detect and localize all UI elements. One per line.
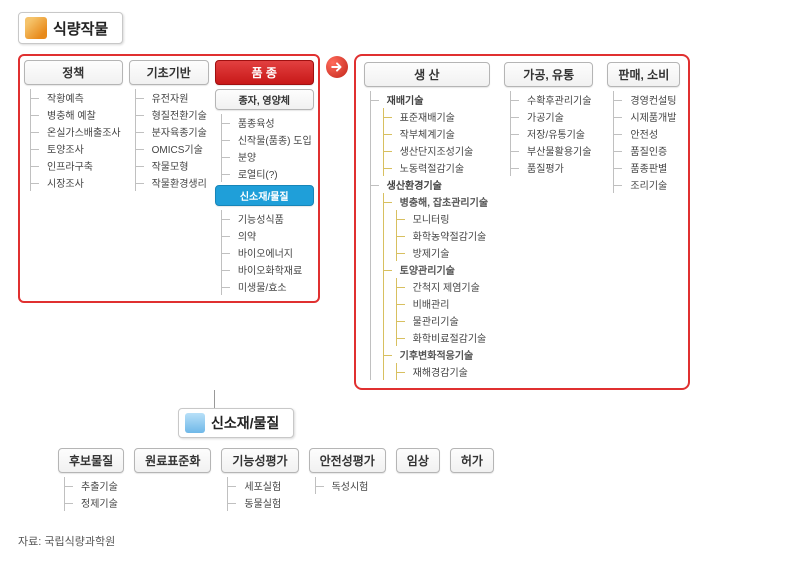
section-materials: 신소재/물질 후보물질 추출기술 정제기술 원료표준화 기능성평가 세포실험 동…	[18, 408, 768, 511]
subhdr: 재배기술	[379, 91, 490, 108]
subhdr: 토양관리기술	[392, 261, 490, 278]
list-item: 독성시험	[324, 477, 386, 494]
s2-col-3: 안전성평가 독성시험	[309, 448, 386, 511]
s2-hdr: 원료표준화	[134, 448, 211, 473]
subhdr-material: 신소재/물질	[215, 185, 314, 206]
s2-col-4: 임상	[396, 448, 440, 511]
list-item: 분양	[230, 148, 314, 165]
list-item: 품종육성	[230, 114, 314, 131]
list-item: 재해경감기술	[405, 363, 490, 380]
list-item: 바이오에너지	[230, 244, 314, 261]
list-policy: 작황예측 병충해 예찰 온실가스배출조사 토양조사 인프라구축 시장조사	[30, 89, 123, 191]
list-item: 부산물활용기술	[519, 142, 593, 159]
list-item: 비배관리	[405, 295, 490, 312]
source-line: 자료: 국립식량과학원	[18, 533, 768, 549]
subhdr: 기후변화적응기술	[392, 346, 490, 363]
list-item: 작황예측	[39, 89, 123, 106]
list-item: 표준재배기술	[392, 108, 490, 125]
list-item: 세포실험	[236, 477, 298, 494]
main-title: 식량작물	[53, 18, 108, 39]
flask-icon	[185, 413, 205, 433]
subhdr: 생산환경기술	[379, 176, 490, 193]
list-item: 미생물/효소	[230, 278, 314, 295]
list-item: 화학농약절감기술	[405, 227, 490, 244]
list-item: 동물실험	[236, 494, 298, 511]
s2-col-2: 기능성평가 세포실험 동물실험	[221, 448, 298, 511]
subhdr: 병충해, 잡초관리기술	[392, 193, 490, 210]
list-item: 화학비료절감기술	[405, 329, 490, 346]
list-item: OMICS기술	[144, 140, 209, 157]
top-row: 정책 작황예측 병충해 예찰 온실가스배출조사 토양조사 인프라구축 시장조사 …	[18, 54, 768, 390]
list-item: 품질평가	[519, 159, 593, 176]
list-item: 저장/유통기술	[519, 125, 593, 142]
list-item: 작부체계기술	[392, 125, 490, 142]
list-item: 의약	[230, 227, 314, 244]
list-item: 품종판별	[622, 159, 680, 176]
col-foundation: 기초기반 유전자원 형질전환기술 분자육종기술 OMICS기술 작물모형 작물환…	[129, 60, 209, 295]
list-item: 경영컨설팅	[622, 91, 680, 108]
col-variety: 품 종 종자, 영양체 품종육성 신작물(품종) 도입 분양 로열티(?) 신소…	[215, 60, 314, 295]
s2-hdr: 기능성평가	[221, 448, 298, 473]
list-item: 추출기술	[73, 477, 124, 494]
list-item: 생산단지조성기술	[392, 142, 490, 159]
list-item: 로열티(?)	[230, 165, 314, 182]
list-item: 인프라구축	[39, 157, 123, 174]
s2-hdr: 허가	[450, 448, 494, 473]
arrow-right-icon	[326, 56, 348, 78]
list-item: 온실가스배출조사	[39, 123, 123, 140]
list-item: 시제품개발	[622, 108, 680, 125]
list-item: 형질전환기술	[144, 106, 209, 123]
s2-hdr: 안전성평가	[309, 448, 386, 473]
list-item: 작물모형	[144, 157, 209, 174]
s2-col-0: 후보물질 추출기술 정제기술	[58, 448, 124, 511]
list-item: 병충해 예찰	[39, 106, 123, 123]
section2-title-block: 신소재/물질	[178, 408, 294, 438]
list-item: 조리기술	[622, 176, 680, 193]
list-item: 수확후관리기술	[519, 91, 593, 108]
list-item: 기능성식품	[230, 210, 314, 227]
hdr-foundation: 기초기반	[129, 60, 209, 85]
list-item: 간척지 제염기술	[405, 278, 490, 295]
hdr-sales: 판매, 소비	[607, 62, 680, 87]
list-item: 안전성	[622, 125, 680, 142]
list-item: 신작물(품종) 도입	[230, 131, 314, 148]
list-item: 작물환경생리	[144, 174, 209, 191]
section2-title: 신소재/물질	[211, 413, 279, 433]
col-policy: 정책 작황예측 병충해 예찰 온실가스배출조사 토양조사 인프라구축 시장조사	[24, 60, 123, 295]
list-item: 물관리기술	[405, 312, 490, 329]
s2-col-5: 허가	[450, 448, 494, 511]
s2-col-1: 원료표준화	[134, 448, 211, 511]
hdr-policy: 정책	[24, 60, 123, 85]
source-label: 자료:	[18, 536, 41, 548]
source-value: 국립식량과학원	[44, 536, 115, 548]
connector-line	[214, 390, 215, 408]
list-item: 노동력절감기술	[392, 159, 490, 176]
list-item: 가공기술	[519, 108, 593, 125]
hdr-processing: 가공, 유통	[504, 62, 593, 87]
list-item: 정제기술	[73, 494, 124, 511]
list-item: 방제기술	[405, 244, 490, 261]
list-item: 시장조사	[39, 174, 123, 191]
list-item: 분자육종기술	[144, 123, 209, 140]
col-processing: 가공, 유통 수확후관리기술 가공기술 저장/유통기술 부산물활용기술 품질평가	[504, 62, 593, 176]
subhdr-seed: 종자, 영양체	[215, 89, 314, 110]
list-item: 바이오화학재료	[230, 261, 314, 278]
s2-hdr: 후보물질	[58, 448, 124, 473]
list-item: 유전자원	[144, 89, 209, 106]
s2-hdr: 임상	[396, 448, 440, 473]
list-item: 품질인증	[622, 142, 680, 159]
col-sales: 판매, 소비 경영컨설팅 시제품개발 안전성 품질인증 품종판별 조리기술	[607, 62, 680, 193]
hdr-variety: 품 종	[215, 60, 314, 85]
list-item: 모니터링	[405, 210, 490, 227]
main-title-block: 식량작물	[18, 12, 123, 44]
hdr-production: 생 산	[364, 62, 490, 87]
list-item: 토양조사	[39, 140, 123, 157]
col-production: 생 산 재배기술 표준재배기술 작부체계기술 생산단지조성기술 노동력절감기술 …	[364, 62, 490, 380]
wheat-icon	[25, 17, 47, 39]
left-highlight-box: 정책 작황예측 병충해 예찰 온실가스배출조사 토양조사 인프라구축 시장조사 …	[18, 54, 320, 303]
right-highlight-box: 생 산 재배기술 표준재배기술 작부체계기술 생산단지조성기술 노동력절감기술 …	[354, 54, 691, 390]
